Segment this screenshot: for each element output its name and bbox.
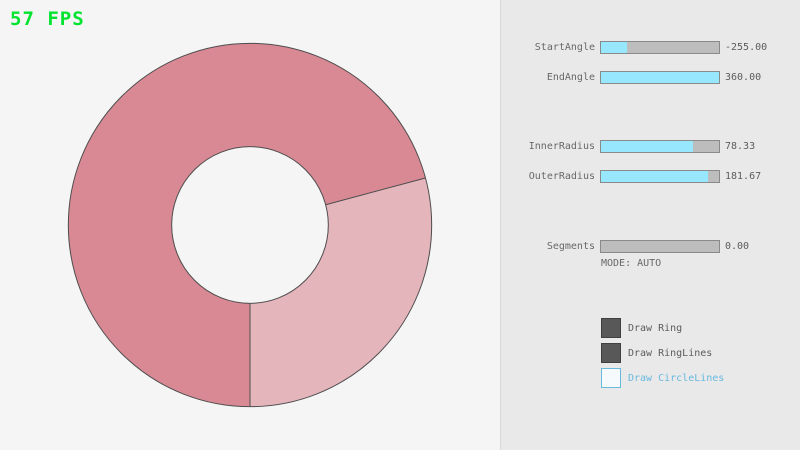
ring-boundary-line-start bbox=[325, 177, 426, 206]
slider-fill-outerradius bbox=[601, 170, 709, 182]
fps-counter: 57 FPS bbox=[10, 8, 85, 30]
checkbox-row-draw-circlelines: Draw CircleLines bbox=[601, 368, 724, 388]
checkbox-row-draw-ring: Draw Ring bbox=[601, 318, 682, 338]
slider-value-innerradius: 78.33 bbox=[725, 140, 756, 152]
slider-value-outerradius: 181.67 bbox=[725, 170, 762, 182]
checkbox-draw-ring[interactable] bbox=[601, 318, 621, 338]
slider-value-endangle: 360.00 bbox=[725, 71, 762, 83]
slider-row-startangle: StartAngle -255.00 bbox=[501, 40, 800, 54]
slider-innerradius[interactable] bbox=[600, 139, 720, 153]
slider-label-innerradius: InnerRadius bbox=[528, 140, 595, 152]
slider-startangle[interactable] bbox=[600, 40, 720, 54]
ring-light-sector bbox=[250, 177, 432, 407]
checkbox-row-draw-ringlines: Draw RingLines bbox=[601, 343, 712, 363]
slider-fill-endangle bbox=[601, 71, 719, 83]
checkbox-draw-circlelines[interactable] bbox=[601, 368, 621, 388]
checkbox-label-draw-ringlines: Draw RingLines bbox=[628, 347, 713, 359]
segments-mode-text: MODE: AUTO bbox=[601, 258, 662, 269]
slider-value-startangle: -255.00 bbox=[725, 41, 768, 53]
slider-row-endangle: EndAngle 360.00 bbox=[501, 70, 800, 84]
checkbox-draw-ringlines[interactable] bbox=[601, 343, 621, 363]
ring-inner-outline bbox=[171, 146, 329, 304]
ring-canvas bbox=[67, 42, 433, 408]
checkbox-label-draw-circlelines: Draw CircleLines bbox=[628, 372, 725, 384]
slider-fill-innerradius bbox=[601, 140, 694, 152]
slider-value-segments: 0.00 bbox=[725, 240, 750, 252]
slider-label-outerradius: OuterRadius bbox=[528, 170, 595, 182]
slider-fill-startangle bbox=[601, 41, 627, 53]
slider-segments[interactable] bbox=[600, 239, 720, 253]
slider-label-endangle: EndAngle bbox=[546, 71, 595, 83]
checkbox-label-draw-ring: Draw Ring bbox=[628, 322, 683, 334]
slider-row-segments: Segments 0.00 bbox=[501, 239, 800, 253]
control-panel: StartAngle -255.00 EndAngle 360.00 Inner… bbox=[500, 0, 800, 450]
slider-label-startangle: StartAngle bbox=[534, 41, 595, 53]
slider-row-innerradius: InnerRadius 78.33 bbox=[501, 139, 800, 153]
ring-dark-sector bbox=[68, 43, 426, 407]
slider-outerradius[interactable] bbox=[600, 169, 720, 183]
slider-row-outerradius: OuterRadius 181.67 bbox=[501, 169, 800, 183]
slider-endangle[interactable] bbox=[600, 70, 720, 84]
slider-label-segments: Segments bbox=[546, 240, 595, 252]
